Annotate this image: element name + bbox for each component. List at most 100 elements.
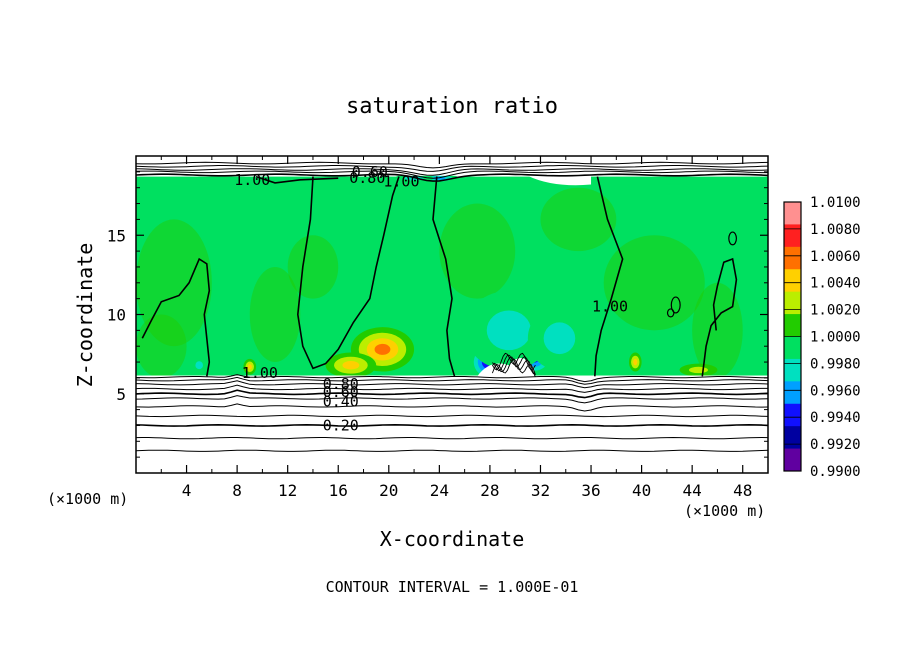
colorbar-level-label: 0.9900 bbox=[810, 464, 861, 480]
contour-line-1.00 bbox=[255, 175, 339, 184]
contour-interval-note: CONTOUR INTERVAL = 1.000E-01 bbox=[326, 578, 579, 596]
field-anomaly bbox=[689, 366, 708, 374]
contour-label: 0.80 bbox=[349, 169, 385, 187]
contour-line bbox=[136, 436, 768, 440]
plot-area bbox=[136, 156, 768, 473]
field-patch bbox=[136, 314, 187, 378]
x-tick-label: 4 bbox=[182, 481, 192, 500]
colorbar-level-label: 1.0060 bbox=[810, 249, 861, 265]
y-tick-label: 10 bbox=[107, 306, 126, 325]
field-patch bbox=[540, 187, 617, 252]
x-tick-label: 32 bbox=[531, 481, 550, 500]
field-patch bbox=[249, 266, 301, 363]
colorbar-swatch bbox=[784, 358, 801, 382]
contour-label: 1.00 bbox=[383, 172, 419, 190]
colorbar-swatch bbox=[784, 202, 801, 225]
contour-label: 1.00 bbox=[592, 298, 628, 316]
contour-line bbox=[136, 414, 768, 418]
x-tick-label: 24 bbox=[430, 481, 449, 500]
contour-line-1.00 bbox=[296, 176, 400, 370]
contour-line-1.00 bbox=[141, 257, 211, 377]
x-tick-label: 40 bbox=[632, 481, 651, 500]
contour-line-1.00 bbox=[432, 176, 456, 377]
contour-label: 0.40 bbox=[323, 393, 359, 411]
field-anomaly bbox=[247, 364, 252, 370]
x-axis: 4 8 12 16 20 24 28 32 36 40 44 48 bbox=[160, 156, 752, 500]
colorbar-level-label: 0.9980 bbox=[810, 356, 861, 372]
contour-label: 1.00 bbox=[234, 171, 270, 189]
contour-line bbox=[136, 423, 768, 427]
colorbar-swatch bbox=[784, 246, 801, 270]
contour-label: 1.00 bbox=[242, 364, 278, 382]
contour-line bbox=[136, 376, 768, 385]
field-patch bbox=[287, 235, 339, 299]
colorbar-level-label: 0.9920 bbox=[810, 437, 861, 453]
colorbar-swatch bbox=[784, 381, 801, 405]
colorbar-level-label: 0.9960 bbox=[810, 383, 861, 399]
colorbar-swatch bbox=[784, 314, 801, 337]
colorbar: 1.0100 1.0080 1.0060 1.0040 1.0020 1.0000 0.99… bbox=[783, 195, 861, 480]
x-axis-label: X-coordinate bbox=[380, 527, 525, 551]
field-anomaly bbox=[486, 310, 531, 351]
contour-loop bbox=[670, 296, 681, 314]
field-anomaly bbox=[195, 361, 203, 370]
colorbar-swatch bbox=[784, 426, 801, 450]
contour-line bbox=[136, 168, 768, 176]
contour-line bbox=[136, 165, 768, 172]
contour-line bbox=[136, 374, 768, 383]
contour-line bbox=[492, 352, 536, 371]
colorbar-swatch bbox=[784, 403, 801, 427]
field-base bbox=[136, 176, 768, 377]
contour-labels: 0.600.801.00 1.001.001.000.800.600.400.20 bbox=[234, 163, 628, 435]
contour-line bbox=[136, 161, 768, 169]
y-axis: 5 10 15 bbox=[107, 171, 768, 458]
x-unit-label-left: (×1000 m) bbox=[47, 490, 128, 508]
contour-loop bbox=[666, 308, 675, 318]
contour-line bbox=[136, 170, 768, 179]
x-tick-label: 8 bbox=[232, 481, 242, 500]
contour-line bbox=[136, 403, 768, 412]
colorbar-swatch bbox=[784, 336, 801, 360]
x-tick-label: 20 bbox=[379, 481, 398, 500]
x-tick-label: 28 bbox=[480, 481, 499, 500]
field-anomaly bbox=[374, 343, 391, 355]
colorbar-level-label: 1.0100 bbox=[810, 195, 861, 211]
contour-label: 0.80 bbox=[323, 375, 359, 393]
colorbar-swatch bbox=[784, 224, 801, 248]
field-dry-top bbox=[527, 175, 592, 186]
contour-label: 0.20 bbox=[323, 416, 359, 434]
contour-loop bbox=[728, 231, 737, 246]
colorbar-swatch bbox=[784, 448, 801, 472]
field-anomaly bbox=[633, 358, 638, 366]
field-anomaly bbox=[342, 360, 360, 370]
contour-label: 0.60 bbox=[323, 383, 359, 401]
field-patch bbox=[692, 282, 743, 378]
colorbar-swatch bbox=[784, 269, 801, 293]
contour-label: 0.60 bbox=[352, 163, 388, 181]
x-tick-label: 48 bbox=[733, 481, 752, 500]
colorbar-swatch bbox=[784, 291, 801, 315]
colorbar-level-label: 1.0040 bbox=[810, 276, 861, 292]
x-tick-label: 36 bbox=[581, 481, 600, 500]
saturation-field bbox=[136, 156, 768, 473]
x-tick-label: 44 bbox=[683, 481, 702, 500]
contour-lines bbox=[136, 161, 768, 452]
x-unit-label-right: (×1000 m) bbox=[684, 502, 765, 520]
contour-line bbox=[136, 389, 768, 399]
contour-line bbox=[492, 356, 536, 378]
contour-line bbox=[136, 395, 768, 404]
field-patch bbox=[439, 203, 516, 299]
y-tick-label: 15 bbox=[107, 226, 126, 245]
contour-line-1.00 bbox=[594, 176, 624, 377]
y-axis-label: Z-coordinate bbox=[73, 243, 97, 388]
colorbar-level-label: 0.9940 bbox=[810, 410, 861, 426]
y-tick-label: 5 bbox=[116, 385, 126, 404]
contour-line-1.00 bbox=[701, 257, 738, 377]
colorbar-level-label: 1.0000 bbox=[810, 330, 861, 346]
contour-line bbox=[136, 384, 768, 393]
chart-title: saturation ratio bbox=[346, 94, 558, 119]
colorbar-level-label: 1.0080 bbox=[810, 222, 861, 238]
colorbar-level-label: 1.0020 bbox=[810, 303, 861, 319]
contour-line bbox=[136, 449, 768, 452]
